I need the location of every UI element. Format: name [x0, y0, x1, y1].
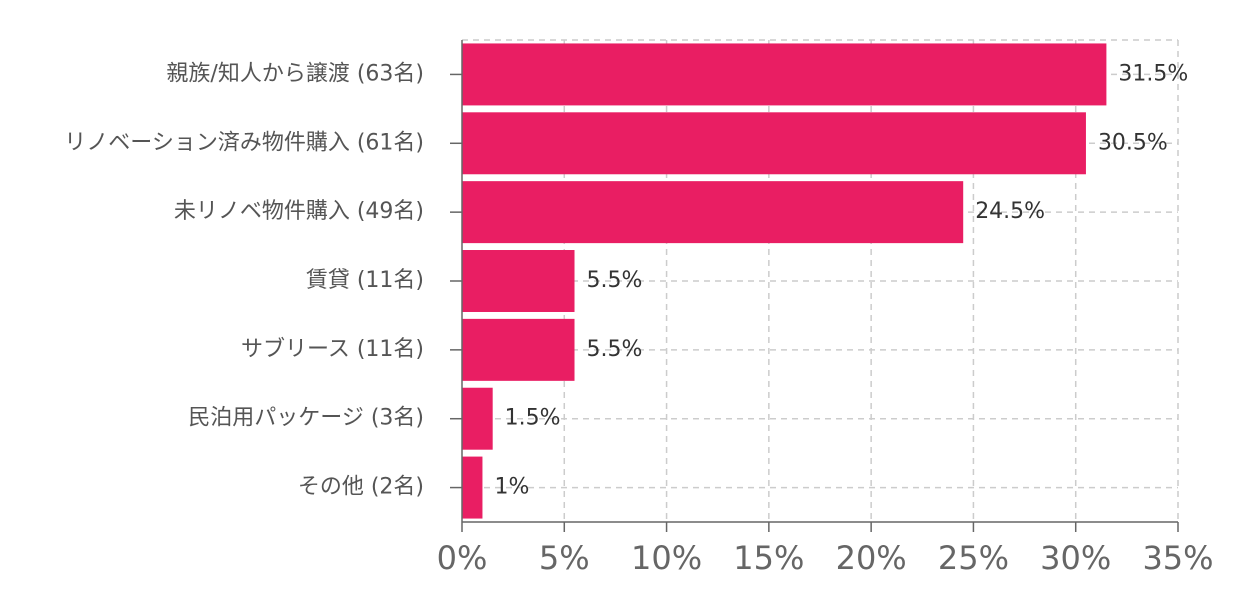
value-label: 5.5%	[587, 268, 643, 293]
value-label: 30.5%	[1098, 130, 1168, 155]
value-label: 31.5%	[1118, 61, 1188, 86]
y-tick-label: サブリース (11名)	[241, 337, 424, 362]
x-tick-label: 10%	[631, 539, 702, 577]
x-tick-label: 30%	[1040, 539, 1111, 577]
value-label: 24.5%	[975, 199, 1045, 224]
bar	[462, 250, 575, 312]
x-tick-label: 0%	[437, 539, 488, 577]
value-label: 5.5%	[587, 337, 643, 362]
bar	[462, 112, 1086, 175]
y-tick-label: リノベーション済み物件購入 (61名)	[64, 130, 424, 155]
y-tick-label: 親族/知人から譲渡 (63名)	[166, 61, 424, 86]
value-label: 1%	[494, 475, 529, 500]
bar	[462, 456, 483, 519]
x-tick-label: 15%	[733, 539, 804, 577]
x-tick-label: 5%	[539, 539, 590, 577]
bar	[462, 43, 1107, 106]
y-tick-label: その他 (2名)	[298, 475, 424, 500]
value-label: 1.5%	[505, 406, 561, 431]
y-tick-label: 民泊用パッケージ (3名)	[188, 406, 424, 431]
bar	[462, 387, 493, 450]
y-tick-label: 賃貸 (11名)	[306, 268, 424, 293]
bar	[462, 318, 575, 381]
x-tick-label: 25%	[938, 539, 1009, 577]
bar	[462, 181, 964, 244]
x-tick-label: 20%	[836, 539, 907, 577]
y-tick-label: 未リノベ物件購入 (49名)	[174, 199, 424, 224]
x-tick-label: 35%	[1142, 539, 1213, 577]
